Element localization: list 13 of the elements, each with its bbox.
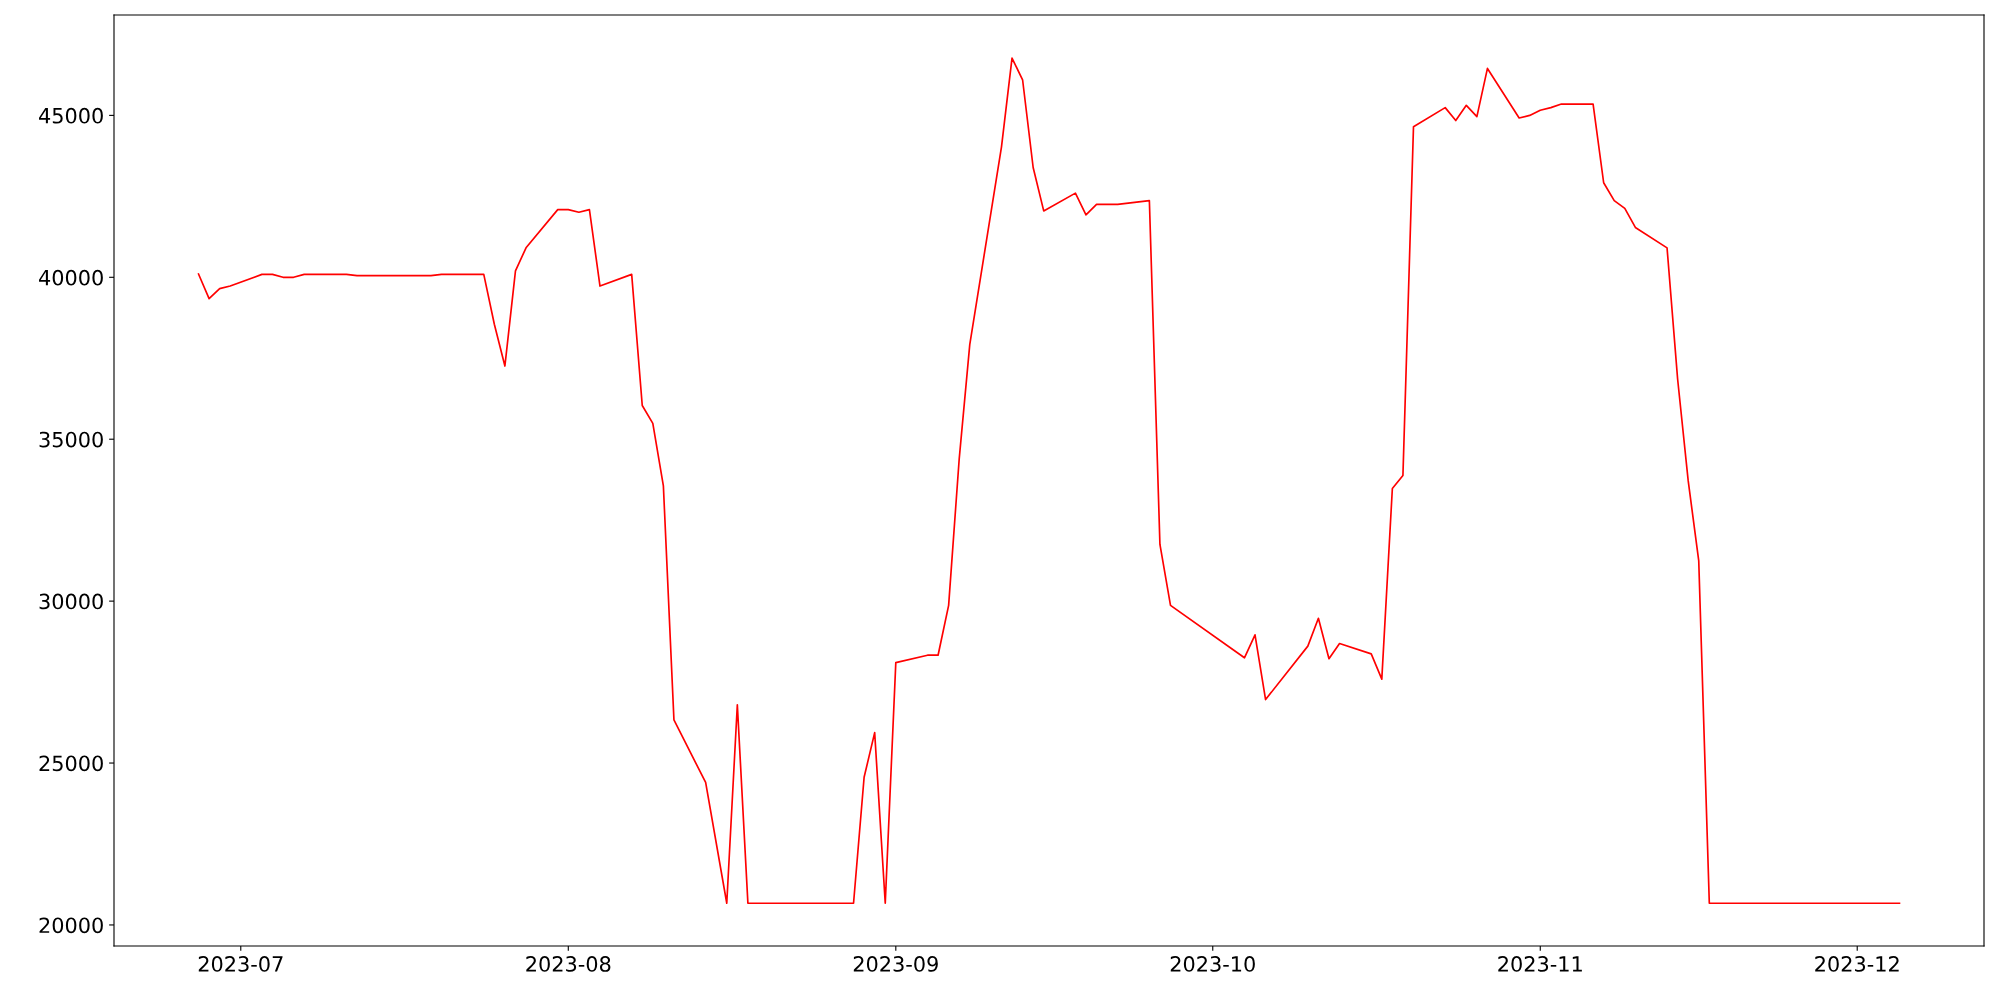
y-tick-label: 45000 [39,107,103,124]
y-tick-label: 20000 [39,917,103,934]
x-tick-label: 2023-11 [1498,956,1582,972]
y-tick-label: 35000 [39,431,103,448]
x-tick-label: 2023-08 [526,956,611,972]
y-tick-label: 25000 [39,755,103,772]
y-tick-label: 40000 [39,269,103,286]
line-series [197,57,1901,905]
x-tick-label: 2023-09 [853,956,938,972]
x-tick-label: 2023-10 [1170,956,1255,972]
y-tick-label: 30000 [39,593,103,610]
x-tick-label: 2023-12 [1815,956,1899,972]
x-tick-label: 2023-07 [198,956,283,972]
